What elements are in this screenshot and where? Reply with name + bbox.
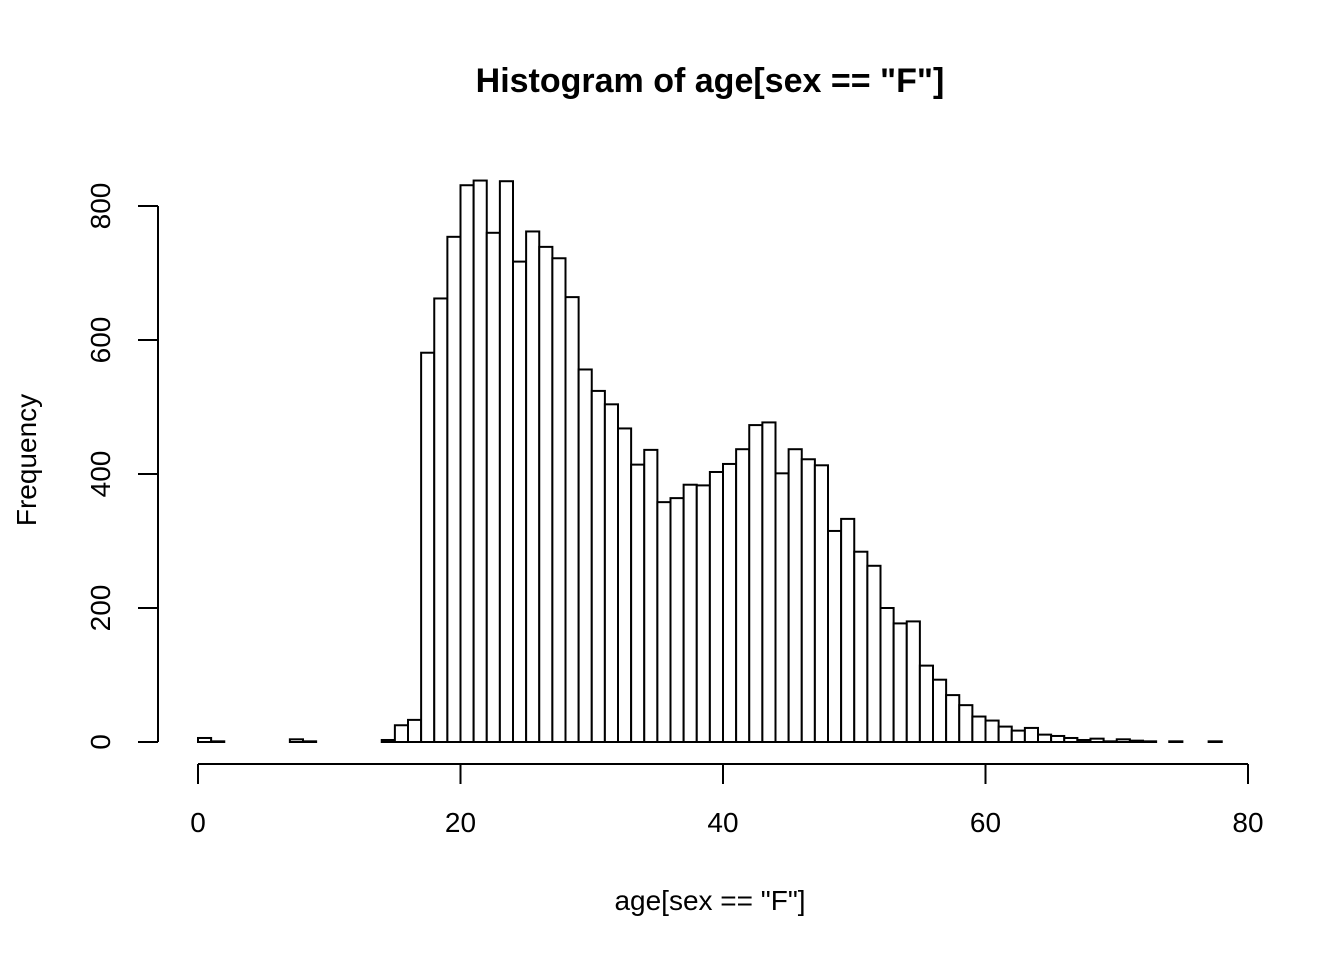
histogram-bar [997,725,1013,744]
histogram-bar [643,448,659,743]
y-axis: 0 200 400 600 800 [85,183,159,750]
y-tick-label: 800 [85,183,116,230]
x-tick-label: 40 [707,807,738,838]
histogram-bar [813,464,829,743]
y-tick-label: 200 [85,585,116,632]
histogram-bar [1010,729,1026,743]
histogram-bar [1102,740,1118,744]
histogram-bar [420,351,436,743]
histogram-bar [958,704,974,744]
histogram-bar [446,235,462,743]
histogram-bar [407,718,423,744]
histogram-bar [393,724,409,743]
histogram-bar [932,678,948,744]
histogram-bar [918,664,934,743]
histogram-bar [656,501,672,744]
histogram-bar [1076,738,1092,743]
histogram-bar [630,463,646,743]
histogram-bar [971,715,987,743]
histogram-bar [945,694,961,743]
histogram-bar [800,458,816,743]
histogram-bar [1089,737,1105,744]
histogram-bar [879,607,895,743]
x-tick-label: 60 [970,807,1001,838]
x-tick-label: 0 [190,807,206,838]
histogram-bar [787,448,803,743]
histogram-bar [1142,740,1158,744]
histogram-bar [1050,734,1066,743]
histogram-bar [485,231,501,744]
histogram-bar [695,484,711,743]
histogram-bar [525,230,541,744]
histogram-bar [984,719,1000,743]
histogram-bar [905,620,921,744]
x-tick-label: 80 [1232,807,1263,838]
histogram-bar [1115,738,1131,744]
histogram-bar [603,403,619,743]
histogram-bar [708,470,724,743]
histogram-bar [472,179,488,744]
histogram-bar [669,497,685,743]
histogram-bar [1037,733,1053,744]
histogram-bar [761,421,777,743]
y-tick-label: 0 [85,734,116,750]
bars-group [197,179,1223,744]
histogram-bar [892,622,908,743]
histogram-bar [210,740,226,744]
histogram-bar [682,483,698,743]
histogram-bar [380,738,396,743]
histogram-bar [197,736,213,743]
x-axis: 0 20 40 60 80 [190,763,1264,838]
histogram-bar [1023,726,1039,743]
histogram-bar [288,738,304,744]
y-tick-label: 400 [85,451,116,498]
chart-title: Histogram of age[sex == "F"] [476,62,945,100]
histogram-bar [433,297,449,743]
histogram-bar [564,296,580,743]
histogram-bar [1128,739,1144,743]
histogram-bar [617,427,633,743]
histogram-bar [853,550,869,743]
histogram-bar [1207,740,1223,744]
histogram-bar [577,368,593,743]
y-tick-label: 600 [85,317,116,364]
histogram-bar [774,472,790,743]
histogram-bar [840,517,856,744]
histogram-bar [748,424,764,743]
histogram-bar [551,257,567,743]
histogram-bar [590,389,606,743]
x-axis-label: age[sex == "F"] [614,885,805,916]
histogram-bar [512,260,528,743]
x-tick-label: 20 [445,807,476,838]
histogram-bar [722,462,738,743]
histogram-bar [827,529,843,744]
histogram-bar [1168,740,1184,744]
histogram-bar [538,245,554,743]
histogram-bar [735,448,751,743]
histogram-bar [459,184,475,744]
y-axis-label: Frequency [11,394,42,526]
histogram-bar [866,564,882,743]
histogram-bar [1063,736,1079,743]
histogram-bar [498,180,514,743]
histogram-bar [302,740,318,744]
